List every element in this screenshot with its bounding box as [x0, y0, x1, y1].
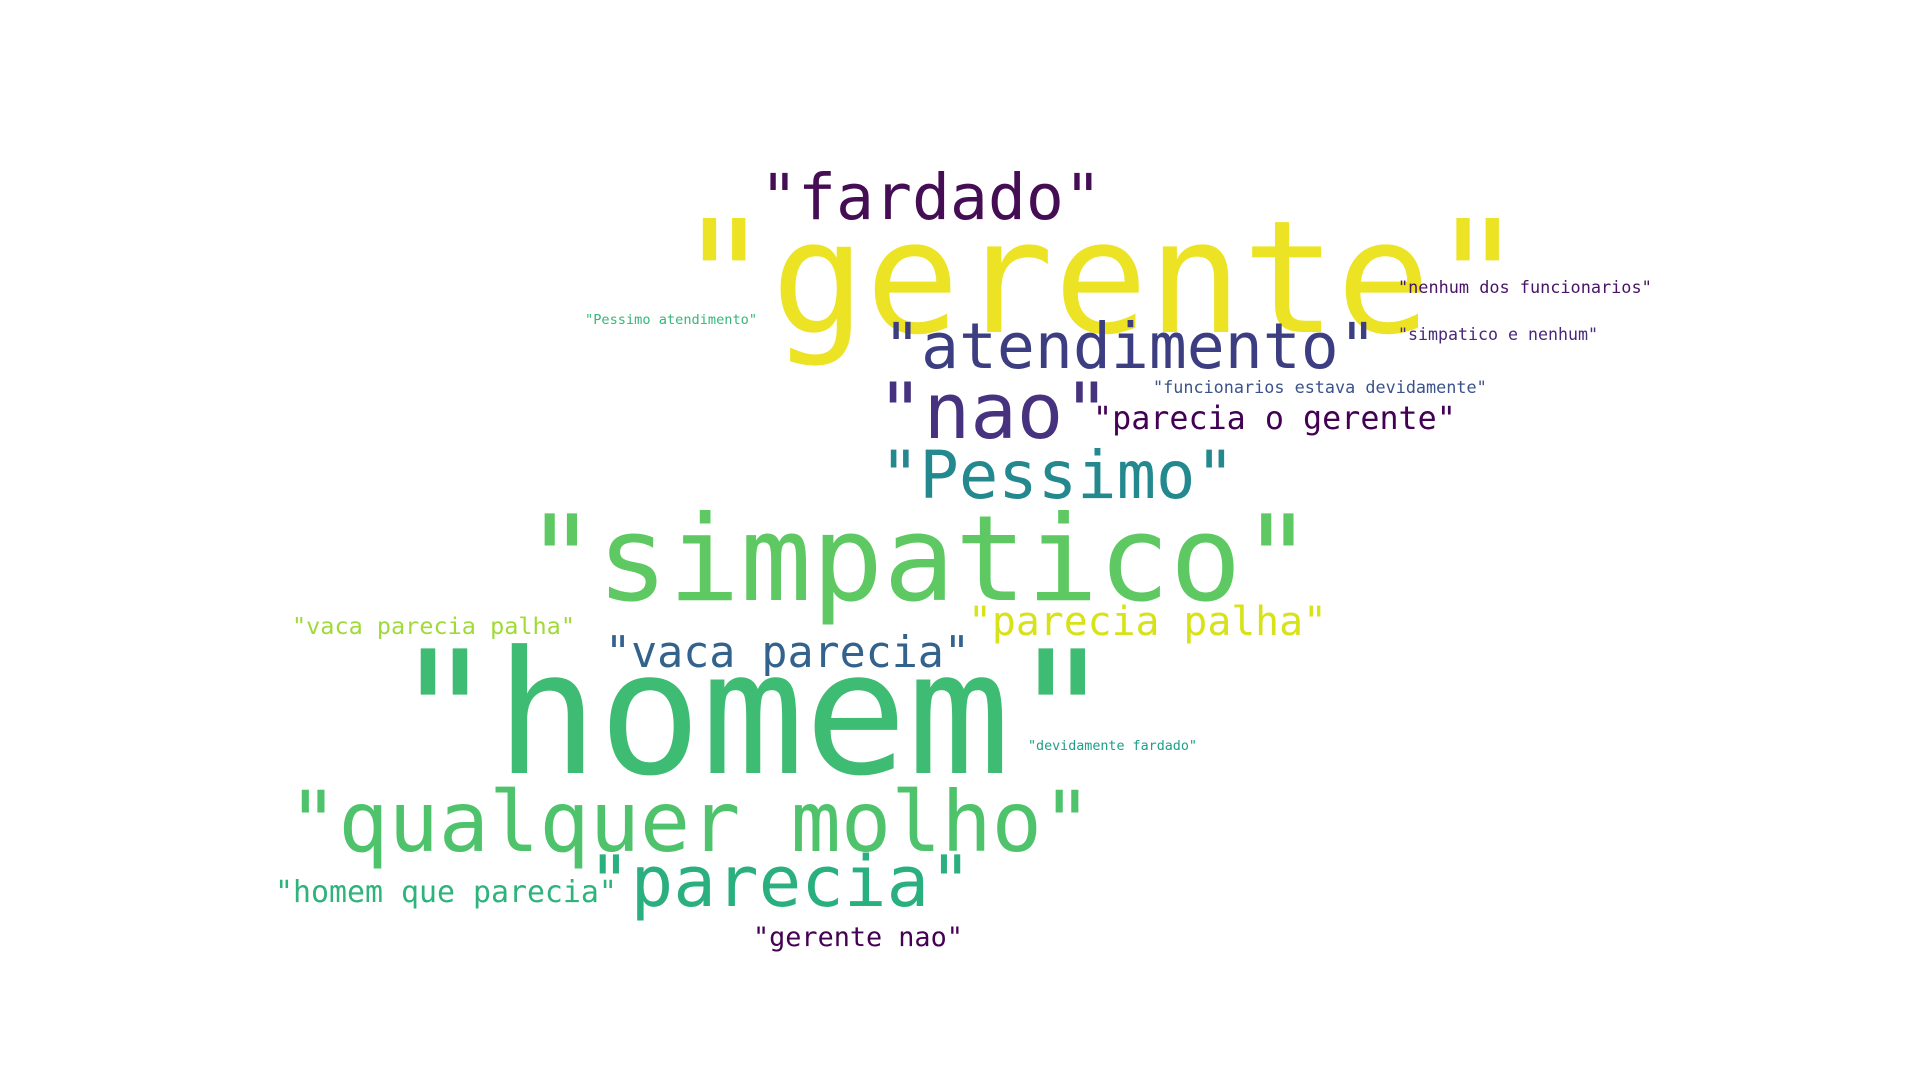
word-pessimo-atendimento: "Pessimo atendimento"	[585, 312, 758, 328]
word-gerente: "gerente"	[677, 186, 1525, 369]
word-qualquer-molho: "qualquer molho"	[288, 774, 1093, 871]
word-simpatico-e-nenhum: "simpatico e nenhum"	[1398, 324, 1598, 344]
word-devidamente-fardado: "devidamente fardado"	[1028, 738, 1197, 754]
word-gerente-nao: "gerente nao"	[753, 921, 963, 953]
word-simpatico: "simpatico"	[525, 490, 1314, 629]
word-nao: "nao"	[877, 366, 1111, 457]
word-nenhum-dos-funcionarios: "nenhum dos funcionarios"	[1398, 276, 1652, 297]
word-fardado: "fardado"	[760, 159, 1102, 234]
word-homem: "homem"	[392, 614, 1114, 814]
word-pessimo: "Pessimo"	[880, 438, 1235, 514]
word-parecia-palha: "parecia palha"	[968, 599, 1327, 645]
word-vaca-parecia-palha: "vaca parecia palha"	[292, 612, 575, 640]
word-parecia: "parecia"	[588, 839, 972, 923]
word-homem-que-parecia: "homem que parecia"	[275, 875, 617, 910]
word-parecia-o-gerente: "parecia o gerente"	[1093, 401, 1456, 437]
word-funcionarios-estava-devidamente: "funcionarios estava devidamente"	[1153, 376, 1487, 397]
word-vaca-parecia: "vaca parecia"	[605, 627, 970, 678]
word-atendimento: "atendimento"	[883, 308, 1377, 383]
